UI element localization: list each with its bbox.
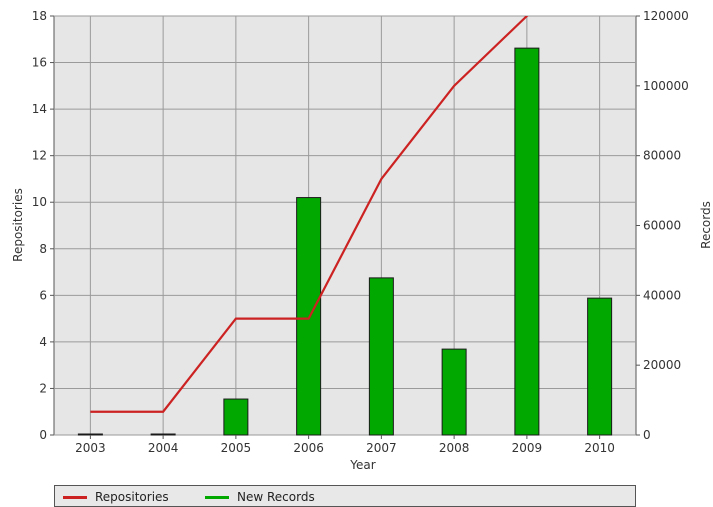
line-repositories bbox=[90, 16, 529, 413]
y2-tick-label: 60000 bbox=[643, 219, 681, 233]
line-path-repositories bbox=[90, 16, 529, 413]
y-tick-label: 18 bbox=[32, 9, 47, 23]
y-tick-label: 8 bbox=[39, 242, 47, 256]
legend-item-repositories: Repositories bbox=[63, 489, 169, 505]
legend-swatch-repositories bbox=[63, 495, 87, 499]
legend-item-new-records: New Records bbox=[205, 489, 315, 505]
y2-tick-label: 80000 bbox=[643, 149, 681, 163]
y2-tick-label: 100000 bbox=[643, 79, 689, 93]
legend-label-repositories: Repositories bbox=[95, 490, 169, 504]
y-tick-label: 14 bbox=[32, 102, 47, 116]
x-tick-label: 2008 bbox=[439, 441, 470, 455]
x-tick-label: 2004 bbox=[148, 441, 179, 455]
bar-new-records bbox=[150, 433, 176, 436]
y-tick-label: 2 bbox=[39, 381, 47, 395]
bar-new-records bbox=[223, 398, 249, 436]
x-tick-label: 2009 bbox=[512, 441, 543, 455]
plot-area bbox=[53, 15, 637, 436]
y2-axis-title: Records bbox=[699, 201, 713, 249]
legend: Repositories New Records bbox=[54, 485, 636, 507]
x-tick-label: 2003 bbox=[75, 441, 106, 455]
legend-label-new-records: New Records bbox=[237, 490, 315, 504]
x-axis-title: Year bbox=[349, 458, 375, 472]
y-tick-label: 6 bbox=[39, 288, 47, 302]
y-tick-label: 16 bbox=[32, 56, 47, 70]
legend-swatch-new-records bbox=[205, 495, 229, 499]
bar-new-records bbox=[514, 47, 540, 436]
y2-tick-label: 0 bbox=[643, 428, 651, 442]
y-axis-title: Repositories bbox=[11, 188, 25, 262]
bar-new-records bbox=[587, 297, 613, 436]
x-tick-label: 2010 bbox=[584, 441, 615, 455]
bars-new-records bbox=[77, 47, 613, 436]
y2-tick-label: 20000 bbox=[643, 358, 681, 372]
x-tick-label: 2007 bbox=[366, 441, 397, 455]
y2-tick-label: 40000 bbox=[643, 288, 681, 302]
y-tick-label: 0 bbox=[39, 428, 47, 442]
x-tick-label: 2005 bbox=[221, 441, 252, 455]
tick-labels: 0 2 4 6 8 10 12 14 16 18 0 20000 40000 60000 80000 1000… bbox=[32, 9, 689, 455]
bar-new-records bbox=[77, 433, 103, 436]
y-tick-label: 12 bbox=[32, 149, 47, 163]
y2-tick-label: 120000 bbox=[643, 9, 689, 23]
bar-new-records bbox=[441, 348, 467, 436]
x-tick-label: 2006 bbox=[293, 441, 324, 455]
y-tick-label: 4 bbox=[39, 335, 47, 349]
bar-new-records bbox=[368, 277, 394, 436]
y-tick-label: 10 bbox=[32, 195, 47, 209]
